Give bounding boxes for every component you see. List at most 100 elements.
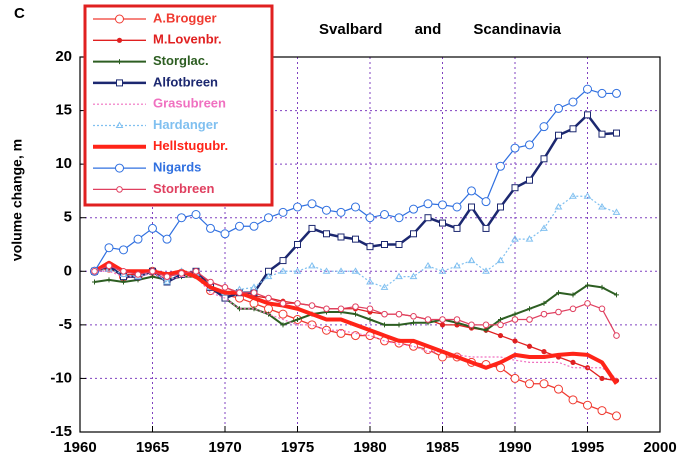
marker bbox=[106, 277, 112, 283]
x-tick-label: 2000 bbox=[643, 439, 676, 456]
marker bbox=[191, 210, 201, 219]
legend-label: Hardanger bbox=[153, 117, 218, 132]
marker bbox=[568, 395, 578, 405]
marker bbox=[424, 261, 432, 269]
y-tick-label: 15 bbox=[55, 102, 72, 119]
marker bbox=[381, 310, 388, 318]
marker bbox=[221, 284, 229, 291]
marker bbox=[366, 243, 374, 251]
legend-label: Storglac. bbox=[153, 53, 209, 68]
marker bbox=[91, 267, 98, 275]
legend-box bbox=[83, 4, 274, 207]
marker bbox=[583, 400, 592, 410]
marker bbox=[468, 203, 475, 211]
marker bbox=[614, 292, 619, 298]
marker bbox=[206, 223, 215, 233]
legend-label: Alfotbreen bbox=[153, 74, 218, 89]
marker bbox=[541, 349, 547, 355]
marker bbox=[496, 256, 505, 264]
marker bbox=[613, 129, 620, 137]
marker bbox=[220, 229, 230, 239]
marker bbox=[395, 310, 403, 318]
marker bbox=[265, 294, 272, 302]
series bbox=[91, 262, 620, 339]
marker bbox=[322, 205, 331, 215]
marker bbox=[554, 203, 563, 210]
series-line bbox=[94, 270, 617, 379]
marker bbox=[584, 111, 591, 119]
y-axis-label: volume change, m bbox=[9, 139, 25, 261]
marker bbox=[497, 203, 504, 211]
x-tick-label: 1975 bbox=[281, 439, 314, 456]
marker bbox=[540, 224, 548, 231]
marker bbox=[526, 176, 533, 184]
marker bbox=[584, 300, 591, 307]
marker bbox=[511, 235, 519, 242]
series-line bbox=[94, 267, 617, 417]
marker bbox=[599, 284, 605, 290]
marker bbox=[307, 320, 317, 330]
marker bbox=[366, 278, 374, 285]
marker bbox=[380, 283, 389, 290]
marker bbox=[599, 375, 605, 382]
marker bbox=[569, 192, 577, 199]
legend-marker bbox=[115, 14, 124, 24]
chart-title: Svalbard and Scandinavia bbox=[319, 21, 562, 38]
marker bbox=[482, 267, 490, 274]
legend-label: A.Brogger bbox=[153, 10, 217, 25]
marker bbox=[439, 322, 446, 328]
marker bbox=[92, 279, 97, 285]
marker bbox=[498, 317, 503, 322]
marker bbox=[178, 270, 185, 277]
legend-label: Grasubreen bbox=[153, 96, 226, 111]
marker bbox=[395, 272, 403, 280]
marker bbox=[612, 411, 621, 421]
marker bbox=[424, 214, 432, 222]
y-tick-label: -10 bbox=[50, 369, 72, 386]
legend-marker bbox=[117, 59, 122, 65]
marker bbox=[511, 316, 519, 323]
marker bbox=[105, 262, 113, 270]
marker bbox=[598, 130, 606, 138]
marker bbox=[568, 97, 578, 107]
marker bbox=[150, 274, 155, 280]
marker bbox=[308, 302, 316, 309]
marker bbox=[554, 384, 563, 394]
marker bbox=[540, 310, 548, 318]
marker bbox=[295, 317, 300, 322]
x-tick-label: 1980 bbox=[353, 439, 386, 456]
marker bbox=[250, 283, 258, 290]
marker bbox=[583, 192, 592, 199]
marker bbox=[307, 199, 317, 209]
marker bbox=[163, 278, 171, 285]
marker bbox=[366, 305, 374, 313]
marker bbox=[322, 267, 331, 274]
marker bbox=[438, 200, 447, 210]
marker bbox=[423, 199, 433, 209]
marker bbox=[264, 213, 273, 223]
marker bbox=[367, 317, 373, 322]
marker bbox=[512, 311, 518, 317]
marker bbox=[148, 223, 157, 233]
marker bbox=[293, 267, 302, 274]
marker bbox=[497, 332, 504, 339]
marker bbox=[409, 272, 418, 280]
marker bbox=[439, 316, 446, 323]
marker bbox=[279, 257, 287, 265]
marker bbox=[294, 300, 301, 307]
legend-label: Nigards bbox=[153, 160, 201, 175]
marker bbox=[120, 267, 127, 275]
marker bbox=[525, 235, 534, 242]
marker bbox=[597, 406, 607, 416]
marker bbox=[264, 272, 273, 280]
marker bbox=[381, 241, 388, 248]
marker bbox=[163, 273, 171, 280]
marker bbox=[351, 202, 360, 212]
marker bbox=[526, 316, 533, 323]
legend-label: M.Lovenbr. bbox=[153, 32, 222, 47]
marker bbox=[280, 322, 286, 328]
marker bbox=[278, 309, 288, 319]
marker bbox=[337, 305, 345, 313]
marker bbox=[570, 292, 576, 298]
legend-marker bbox=[115, 163, 124, 173]
